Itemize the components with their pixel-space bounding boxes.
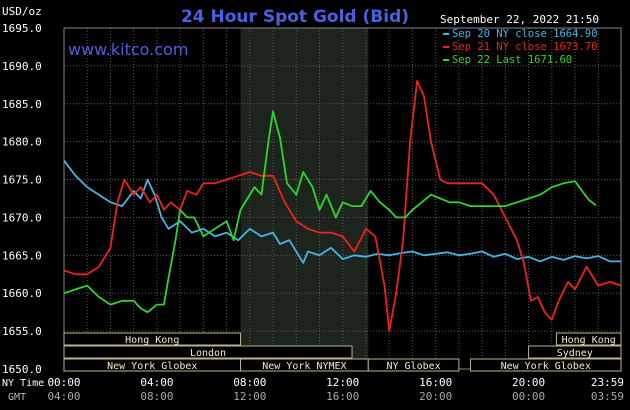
session-band: Hong Kong xyxy=(63,332,242,346)
series-lines xyxy=(63,80,622,332)
ny-tick-label: 04:00 xyxy=(140,376,173,389)
session-box xyxy=(367,358,460,372)
session-box xyxy=(63,345,353,359)
y-tick-label: 1685.0 xyxy=(2,98,42,111)
y-tick-label: 1675.0 xyxy=(2,174,42,187)
ny-tick-label: 00:00 xyxy=(47,376,80,389)
session-band: New York Globex xyxy=(63,358,242,372)
legend-item-sep22: Sep 22 Last 1671.60 xyxy=(443,54,572,66)
y-tick-label: 1670.0 xyxy=(2,211,42,224)
session-label: Sydney xyxy=(557,348,593,359)
session-label: Hong Kong xyxy=(562,335,616,346)
datetime-label: September 22, 2022 21:50 xyxy=(440,13,599,26)
website-link[interactable]: www.kitco.com xyxy=(68,40,188,59)
y-axis: 1650.0 1655.0 1660.0 1665.0 1670.0 1675.0 1680… xyxy=(2,22,42,376)
ny-tick-label: 12:00 xyxy=(326,376,359,389)
session-box xyxy=(528,345,622,359)
chart-title: 24 Hour Spot Gold (Bid) xyxy=(181,7,409,27)
session-band: London xyxy=(63,345,353,359)
session-band: New York NYMEX xyxy=(240,358,369,372)
session-band: Hong Kong xyxy=(555,332,622,346)
gmt-tick-label: 08:00 xyxy=(140,390,173,403)
ny-tick-label: 20:00 xyxy=(512,376,545,389)
legend-item-sep21: Sep 21 NY close 1673.70 xyxy=(443,41,597,53)
ny-tick-label: 23:59 xyxy=(591,376,624,389)
y-tick-label: 1665.0 xyxy=(2,249,42,262)
gmt-tick-label: 12:00 xyxy=(233,390,266,403)
session-box xyxy=(555,332,622,346)
series-line-sep20 xyxy=(63,160,621,264)
session-box xyxy=(63,332,242,346)
x-axis: NY TimeGMT00:0004:0004:0008:0008:0012:00… xyxy=(2,376,624,403)
gmt-label: GMT xyxy=(8,392,26,403)
ny-tick-label: 16:00 xyxy=(419,376,452,389)
ny-tick-label: 08:00 xyxy=(233,376,266,389)
gmt-tick-label: 03:59 xyxy=(591,390,624,403)
session-label: Hong Kong xyxy=(125,335,179,346)
nymex-session-shading xyxy=(240,28,369,369)
y-tick-label: 1680.0 xyxy=(2,136,42,149)
legend-label: Sep 20 NY close 1664.90 xyxy=(452,28,597,40)
y-tick-label: 1655.0 xyxy=(2,325,42,338)
y-tick-label: 1695.0 xyxy=(2,22,42,35)
gmt-tick-label: 16:00 xyxy=(326,390,359,403)
units-label: USD/oz xyxy=(2,5,42,18)
y-tick-label: 1660.0 xyxy=(2,287,42,300)
series-line-sep22 xyxy=(63,110,597,314)
session-label: NY Globex xyxy=(386,361,440,372)
session-label: New York NYMEX xyxy=(262,361,346,372)
legend-item-sep20: Sep 20 NY close 1664.90 xyxy=(443,28,597,40)
session-band: NY Globex xyxy=(367,358,460,372)
session-label: London xyxy=(190,348,226,359)
session-label: New York Globex xyxy=(501,361,591,372)
y-tick-label: 1690.0 xyxy=(2,60,42,73)
session-box xyxy=(469,358,622,372)
series-line-sep21 xyxy=(63,80,622,332)
gmt-tick-label: 00:00 xyxy=(512,390,545,403)
gmt-tick-label: 04:00 xyxy=(47,390,80,403)
session-band: New York Globex xyxy=(469,358,622,372)
legend-label: Sep 22 Last 1671.60 xyxy=(452,54,572,66)
market-sessions: Hong Kong Hong Kong London Sydney New York G… xyxy=(63,332,622,372)
session-band: Sydney xyxy=(528,345,622,359)
legend-label: Sep 21 NY close 1673.70 xyxy=(452,41,597,53)
ny-time-label: NY Time xyxy=(2,378,44,389)
gmt-tick-label: 20:00 xyxy=(419,390,452,403)
y-tick-label: 1650.0 xyxy=(2,363,42,376)
session-label: New York Globex xyxy=(107,361,197,372)
